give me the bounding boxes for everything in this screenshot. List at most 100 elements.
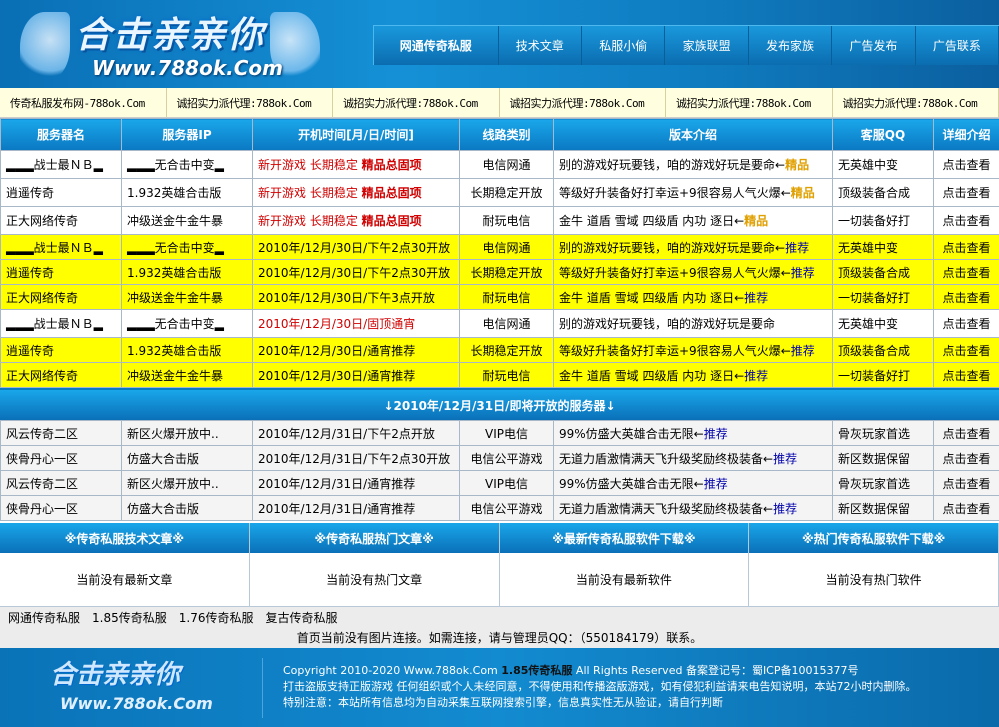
table-row: 逍遥传奇 1.932英雄合击版 新开游戏 长期稳定 精品总固项 长期稳定开放 等级好升装… xyxy=(0,178,999,207)
version-desc: 99%仿盛大英雄合击无限←推荐 xyxy=(553,420,833,446)
info-column-title: ※传奇私服热门文章※ xyxy=(249,523,499,553)
footer-link[interactable]: 复古传奇私服 xyxy=(265,610,338,625)
server-name[interactable]: ▂▂▂战士最ＮＢ▂ xyxy=(0,309,122,338)
line-type: 耐玩电信 xyxy=(459,362,554,388)
info-column-title: ※最新传奇私服软件下载※ xyxy=(499,523,749,553)
server-name[interactable]: ▂▂▂战士最ＮＢ▂ xyxy=(0,234,122,260)
server-name[interactable]: 风云传奇二区 xyxy=(0,420,122,446)
info-column-body: 当前没有最新文章 xyxy=(0,553,249,607)
footer-link[interactable]: 1.85传奇私服 xyxy=(92,610,167,625)
ticker-link[interactable]: 诚招实力派代理:788ok.Com xyxy=(500,88,666,117)
detail-link[interactable]: 点击查看 xyxy=(933,206,999,235)
table-header: 服务器名 服务器IP 开机时间[月/日/时间] 线路类别 版本介绍 客服QQ 详细介绍 xyxy=(0,118,999,151)
footer-logo-text: 合击亲亲你 xyxy=(50,660,181,690)
detail-link[interactable]: 点击查看 xyxy=(933,470,999,496)
version-desc-text: 等级好升装备好打幸运+9很容易人气火爆← xyxy=(559,186,791,200)
version-desc: 等级好升装备好打幸运+9很容易人气火爆←推荐 xyxy=(553,259,833,285)
version-tag: 精品 xyxy=(790,186,815,200)
server-name[interactable]: 侠骨丹心一区 xyxy=(0,445,122,471)
site-logo[interactable]: 合击亲亲你 Www.788ok.Com xyxy=(20,4,340,84)
version-desc: 无道力盾激情满天飞升级奖励终极装备←推荐 xyxy=(553,495,833,521)
nav-item[interactable]: 家族联盟 xyxy=(665,26,749,65)
line-type: 长期稳定开放 xyxy=(459,178,554,207)
column-header: 客服QQ xyxy=(832,118,934,151)
open-time: 2010年/12月/31日/下午2点30开放 xyxy=(252,445,460,471)
detail-link[interactable]: 点击查看 xyxy=(933,420,999,446)
nav-item[interactable]: 广告发布 xyxy=(832,26,916,65)
logo-text: 合击亲亲你 xyxy=(75,15,266,56)
nav-item[interactable]: 技术文章 xyxy=(499,26,582,65)
version-tag: 推荐 xyxy=(790,265,815,280)
ticker-link[interactable]: 诚招实力派代理:788ok.Com xyxy=(833,88,999,117)
nav-item[interactable]: 网通传奇私服 xyxy=(374,26,499,65)
info-column: ※传奇私服热门文章※ 当前没有热门文章 xyxy=(249,523,500,607)
line-type: VIP电信 xyxy=(459,470,554,496)
table-row: 正大网络传奇 冲级送金牛金牛暴 2010年/12月/30日/下午3点开放 耐玩电信 金牛… xyxy=(0,284,999,310)
info-column: ※最新传奇私服软件下载※ 当前没有最新软件 xyxy=(499,523,750,607)
detail-link[interactable]: 点击查看 xyxy=(933,337,999,363)
service-qq: 新区数据保留 xyxy=(832,445,934,471)
detail-link[interactable]: 点击查看 xyxy=(933,445,999,471)
detail-link[interactable]: 点击查看 xyxy=(933,309,999,338)
column-header: 线路类别 xyxy=(459,118,554,151)
ticker-link[interactable]: 诚招实力派代理:788ok.Com xyxy=(333,88,500,117)
detail-link[interactable]: 点击查看 xyxy=(933,495,999,521)
server-name[interactable]: ▂▂▂战士最ＮＢ▂ xyxy=(0,150,122,179)
line-type: 长期稳定开放 xyxy=(459,337,554,363)
upcoming-row: 风云传奇二区 新区火爆开放中.. 2010年/12月/31日/通宵推荐 VIP电信 99… xyxy=(0,470,999,496)
version-desc-text: 金牛 道盾 雪域 四级盾 内功 逐日← xyxy=(559,368,745,383)
detail-link[interactable]: 点击查看 xyxy=(933,150,999,179)
server-name[interactable]: 正大网络传奇 xyxy=(0,206,122,235)
server-name[interactable]: 逍遥传奇 xyxy=(0,178,122,207)
ticker-link[interactable]: 诚招实力派代理:788ok.Com xyxy=(167,88,333,117)
footer-link[interactable]: 网通传奇私服 xyxy=(8,610,81,625)
server-name[interactable]: 逍遥传奇 xyxy=(0,259,122,285)
server-name[interactable]: 逍遥传奇 xyxy=(0,337,122,363)
version-desc: 等级好升装备好打幸运+9很容易人气火爆←精品 xyxy=(553,178,833,207)
version-desc-text: 无道力盾激情满天飞升级奖励终极装备← xyxy=(559,501,774,516)
version-tag: 推荐 xyxy=(744,290,769,305)
footer-link[interactable]: 1.76传奇私服 xyxy=(178,610,254,625)
open-time: 新开游戏 长期稳定 精品总固项 xyxy=(252,178,460,207)
nav-item[interactable]: 发布家族 xyxy=(749,26,833,65)
copyright-line: Copyright 2010-2020 Www.788ok.Com 1.85传奇… xyxy=(283,663,917,679)
server-ip: 1.932英雄合击版 xyxy=(121,178,253,207)
copyright-link[interactable]: 1.85传奇私服 xyxy=(501,664,573,677)
detail-link[interactable]: 点击查看 xyxy=(933,234,999,260)
open-time: 2010年/12月/31日/下午2点开放 xyxy=(252,420,460,446)
open-time-badge: 精品总固项 xyxy=(361,186,422,200)
server-name[interactable]: 侠骨丹心一区 xyxy=(0,495,122,521)
line-type: 电信网通 xyxy=(459,234,554,260)
version-tag: 推荐 xyxy=(773,501,798,516)
server-name[interactable]: 正大网络传奇 xyxy=(0,362,122,388)
info-column: ※传奇私服技术文章※ 当前没有最新文章 xyxy=(0,523,250,607)
version-tag: 推荐 xyxy=(790,343,815,358)
open-time-text: 2010年/12月/30日/下午3点开放 xyxy=(258,290,435,305)
table-row: ▂▂▂战士最ＮＢ▂ ▂▂▂无合击中变▂ 2010年/12月/30日/固顶通宵 电信网通… xyxy=(0,309,999,338)
open-time: 2010年/12月/31日/通宵推荐 xyxy=(252,470,460,496)
service-qq: 无英雄中变 xyxy=(832,150,934,179)
ticker-link[interactable]: 诚招实力派代理:788ok.Com xyxy=(666,88,833,117)
service-qq: 无英雄中变 xyxy=(832,234,934,260)
detail-link[interactable]: 点击查看 xyxy=(933,362,999,388)
detail-link[interactable]: 点击查看 xyxy=(933,178,999,207)
server-name[interactable]: 风云传奇二区 xyxy=(0,470,122,496)
nav-item[interactable]: 私服小偷 xyxy=(582,26,666,65)
server-name[interactable]: 正大网络传奇 xyxy=(0,284,122,310)
version-tag: 推荐 xyxy=(785,240,810,255)
version-desc: 金牛 道盾 雪域 四级盾 内功 逐日←精品 xyxy=(553,206,833,235)
nav-item[interactable]: 广告联系 xyxy=(916,26,999,65)
detail-link[interactable]: 点击查看 xyxy=(933,259,999,285)
ticker-link[interactable]: 传奇私服发布网-788ok.Com xyxy=(0,88,167,117)
open-time: 2010年/12月/30日/固顶通宵 xyxy=(252,309,460,338)
version-desc: 无道力盾激情满天飞升级奖励终极装备←推荐 xyxy=(553,445,833,471)
detail-link[interactable]: 点击查看 xyxy=(933,284,999,310)
table-row: 正大网络传奇 冲级送金牛金牛暴 2010年/12月/30日/通宵推荐 耐玩电信 金牛 道… xyxy=(0,362,999,388)
upcoming-row: 风云传奇二区 新区火爆开放中.. 2010年/12月/31日/下午2点开放 VIP电信… xyxy=(0,420,999,446)
version-desc-text: 99%仿盛大英雄合击无限← xyxy=(559,476,704,491)
open-time-text: 新开游戏 长期稳定 xyxy=(258,214,362,228)
column-header: 开机时间[月/日/时间] xyxy=(252,118,460,151)
line-type: 电信公平游戏 xyxy=(459,495,554,521)
service-qq: 无英雄中变 xyxy=(832,309,934,338)
open-time-text: 2010年/12月/30日/通宵推荐 xyxy=(258,343,416,358)
